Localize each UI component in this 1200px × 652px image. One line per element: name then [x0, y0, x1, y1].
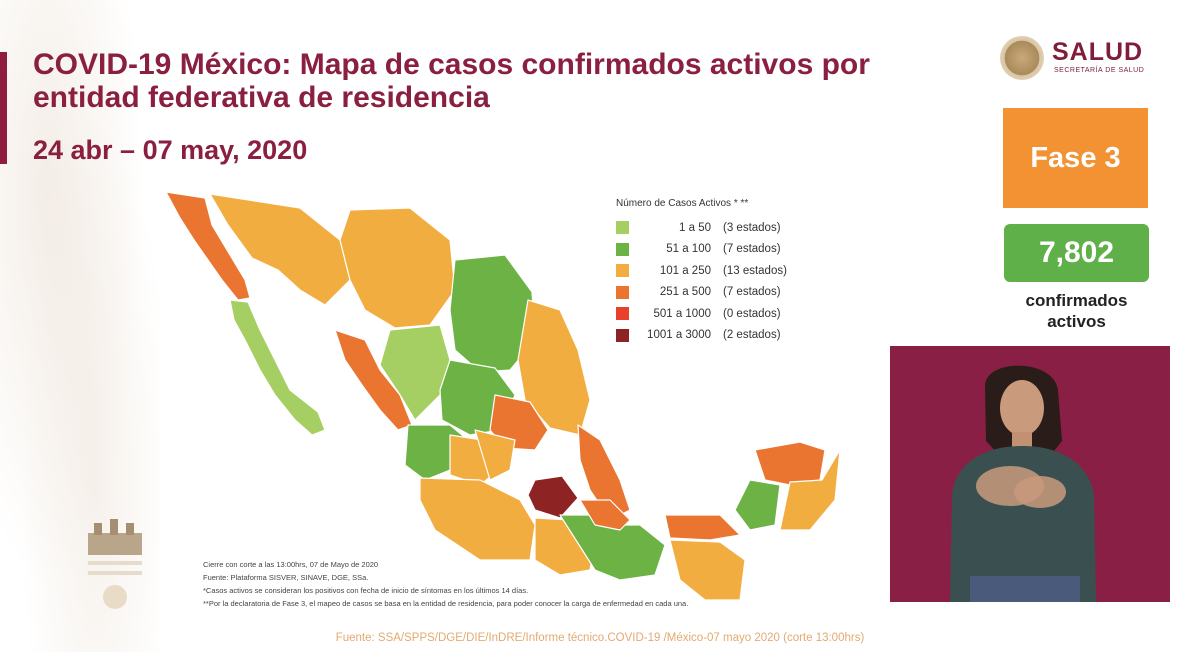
- active-cases-label: confirmados activos: [1004, 290, 1149, 332]
- legend-count: (13 estados): [723, 264, 787, 277]
- phase-badge: Fase 3: [1003, 108, 1148, 208]
- legend-swatch: [616, 285, 629, 299]
- legend-swatch: [616, 307, 629, 321]
- mexico-seal-icon: [1000, 36, 1044, 80]
- legend-item: 501 a 1000 (0 estados): [616, 303, 816, 325]
- map-state: [527, 475, 579, 519]
- gobierno-mexico-logo: [88, 519, 142, 609]
- legend-count: (7 estados): [723, 286, 781, 299]
- active-cases-label-line2: activos: [1047, 312, 1106, 331]
- active-cases-label-line1: confirmados: [1025, 291, 1128, 310]
- legend-swatch: [616, 264, 629, 278]
- map-state: [379, 324, 451, 421]
- legend-count: (3 estados): [723, 221, 781, 234]
- mexico-choropleth-map: [165, 191, 841, 600]
- note-cutoff: Cierre con corte a las 13:00hrs, 07 de M…: [203, 560, 379, 569]
- active-cases-count: 7,802: [1004, 224, 1149, 282]
- legend-item: 101 a 250 (13 estados): [616, 260, 816, 282]
- date-range: 24 abr – 07 may, 2020: [33, 135, 308, 165]
- map-state: [165, 191, 251, 301]
- legend-range: 251 a 500: [659, 286, 711, 299]
- legend-swatch: [616, 242, 629, 256]
- map-state: [669, 539, 746, 600]
- legend-item: 1001 a 3000 (2 estados): [616, 325, 816, 347]
- map-legend: Número de Casos Activos * ** 1 a 50 (3 e…: [616, 198, 816, 346]
- interpreter-figure: [890, 346, 1170, 602]
- map-state: [449, 254, 536, 373]
- sign-language-interpreter-video: [890, 346, 1170, 602]
- legend-range: 1 a 50: [679, 221, 711, 234]
- legend-item: 251 a 500 (7 estados): [616, 282, 816, 304]
- legend-count: (0 estados): [723, 307, 781, 320]
- legend-item: 1 a 50 (3 estados): [616, 217, 816, 239]
- map-state: [779, 449, 841, 531]
- note-active-definition: *Casos activos se consideran los positiv…: [203, 586, 529, 595]
- map-state: [339, 207, 456, 329]
- legend-range: 51 a 100: [666, 243, 711, 256]
- note-source: Fuente: Plataforma SISVER, SINAVE, DGE, …: [203, 573, 369, 582]
- map-state: [579, 499, 631, 531]
- source-footer: Fuente: SSA/SPPS/DGE/DIE/InDRE/Informe t…: [335, 632, 865, 644]
- legend-swatch: [616, 328, 629, 342]
- map-state: [209, 193, 351, 306]
- map-state: [734, 479, 781, 531]
- map-notes: Cierre con corte a las 13:00hrs, 07 de M…: [203, 558, 763, 610]
- page-title: COVID-19 México: Mapa de casos confirmad…: [33, 48, 870, 114]
- map-state: [334, 329, 413, 431]
- map-state: [664, 514, 741, 541]
- title-accent-bar: [0, 52, 7, 164]
- logo-subtitle: SECRETARÍA DE SALUD: [1054, 67, 1145, 74]
- map-state: [489, 394, 549, 451]
- legend-range: 101 a 250: [659, 264, 711, 277]
- note-phase3: **Por la declaratoria de Fase 3, el mape…: [203, 599, 689, 608]
- salud-logo: SALUD SECRETARÍA DE SALUD: [1000, 36, 1160, 84]
- map-state: [419, 477, 536, 561]
- legend-range: 501 a 1000: [653, 307, 711, 320]
- legend-item: 51 a 100 (7 estados): [616, 239, 816, 261]
- map-state: [229, 299, 326, 436]
- legend-count: (7 estados): [723, 243, 781, 256]
- legend-title: Número de Casos Activos * **: [616, 198, 749, 209]
- logo-name: SALUD: [1052, 38, 1144, 66]
- legend-swatch: [616, 221, 629, 235]
- legend-range: 1001 a 3000: [647, 329, 711, 342]
- legend-count: (2 estados): [723, 329, 781, 342]
- map-state: [474, 429, 516, 481]
- map-state: [754, 441, 826, 486]
